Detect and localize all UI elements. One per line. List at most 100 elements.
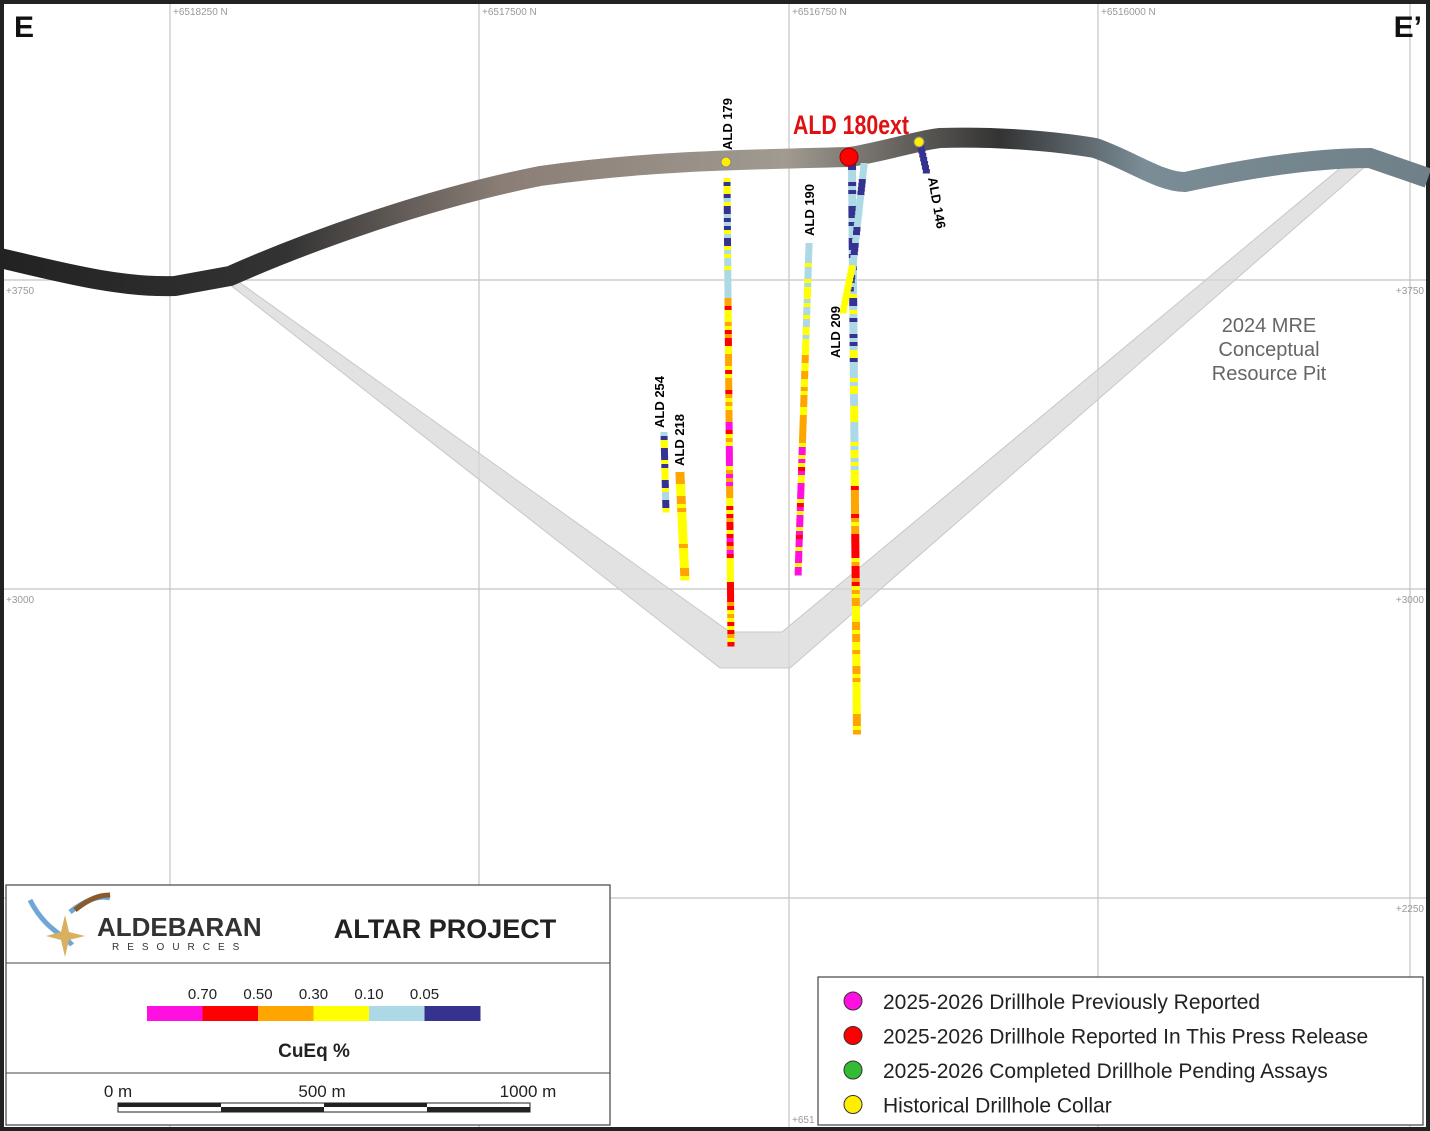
hole-interval [853, 227, 861, 232]
hole-label: ALD 209 [828, 306, 843, 358]
hole-interval [662, 504, 670, 509]
hole-interval [852, 634, 861, 639]
hole-interval [856, 195, 864, 200]
hole-interval [724, 326, 732, 331]
hole-interval [797, 495, 805, 500]
hole-interval [660, 436, 668, 441]
hole-interval [804, 275, 812, 280]
hole-interval [851, 554, 860, 559]
hole-interval [842, 297, 850, 302]
hole-interval [724, 238, 732, 243]
hole-interval [723, 226, 731, 231]
hole-interval [725, 442, 733, 447]
hole-interval [917, 145, 925, 150]
hole-interval [851, 542, 860, 547]
hole-interval [662, 492, 670, 497]
hole-interval [803, 295, 811, 300]
hole-interval [851, 594, 860, 599]
hole-interval [852, 722, 861, 727]
hole-interval [727, 634, 735, 639]
hole-interval [727, 626, 735, 631]
hole-interval [677, 520, 687, 525]
hole-interval [801, 359, 809, 364]
hole-interval [840, 305, 848, 310]
rect [221, 1107, 324, 1112]
hole-interval [848, 198, 857, 203]
hole-interval [850, 438, 859, 443]
hole-interval [849, 346, 858, 351]
hole-interval [848, 265, 856, 270]
hole-interval [727, 618, 735, 623]
hole-interval [661, 480, 669, 485]
hole-interval [802, 331, 810, 336]
hole-interval [803, 311, 811, 316]
hole-interval [800, 383, 808, 388]
hole-interval [679, 552, 689, 557]
collar-highlight [839, 147, 859, 167]
hole-interval [679, 556, 689, 561]
hole-interval [727, 614, 735, 619]
hole-interval [849, 338, 858, 343]
hole-interval [723, 210, 731, 215]
hole-interval [801, 355, 809, 360]
hole-interval [797, 479, 805, 484]
rect [427, 1107, 530, 1112]
hole-interval [796, 523, 804, 528]
hole-interval [726, 542, 734, 547]
hole-interval [850, 398, 859, 403]
northing-label: +651 [792, 1115, 815, 1126]
hole-interval [850, 470, 859, 475]
hole-interval [849, 290, 858, 295]
hole-interval [849, 306, 858, 311]
hole-interval [849, 390, 858, 395]
hole-interval [802, 339, 810, 344]
hole-interval [726, 562, 734, 567]
hole-interval [675, 476, 685, 481]
hole-interval [662, 500, 670, 505]
hole-interval [726, 470, 734, 475]
hole-interval [852, 654, 861, 659]
hole-interval [680, 568, 690, 573]
hole-interval [844, 285, 852, 290]
hole-interval [726, 474, 734, 479]
hole-interval [725, 458, 733, 463]
hole-interval [726, 506, 734, 511]
hole-interval [724, 298, 732, 303]
hole-interval [850, 430, 859, 435]
hole-interval [804, 279, 812, 284]
project-title: ALTAR PROJECT [334, 914, 557, 944]
hole-interval [850, 494, 859, 499]
hole-interval [857, 187, 865, 192]
hole-interval [803, 299, 811, 304]
hole-interval [724, 270, 732, 275]
elevation-label: +3000 [1396, 595, 1425, 606]
hole-interval [799, 439, 807, 444]
hole-interval [852, 710, 861, 715]
hole-interval [800, 387, 808, 392]
hole-interval [859, 171, 867, 176]
pit-label: 2024 MRE Conceptual Resource Pit [1212, 315, 1327, 385]
hole-interval [850, 394, 859, 399]
hole-interval [850, 406, 859, 411]
hole-interval [849, 322, 858, 327]
hole-interval [726, 538, 734, 543]
hole-interval [851, 510, 860, 515]
hole-interval [847, 269, 855, 274]
hole-interval [802, 343, 810, 348]
hole-interval [850, 434, 859, 439]
hole-interval [724, 254, 732, 259]
hole-interval [848, 218, 857, 223]
hole-interval [796, 519, 804, 524]
hole-interval [678, 536, 688, 541]
hole-interval [848, 210, 857, 215]
hole-interval [850, 414, 859, 419]
hole-interval [661, 488, 669, 493]
hole-interval [725, 394, 733, 399]
elevation-label: +3750 [6, 286, 35, 297]
hole-interval [800, 379, 808, 384]
legend-box [817, 976, 1424, 1126]
hole-interval [858, 183, 866, 188]
hole-interval [849, 362, 858, 367]
hole-interval [678, 532, 688, 537]
hole-interval [676, 492, 686, 497]
